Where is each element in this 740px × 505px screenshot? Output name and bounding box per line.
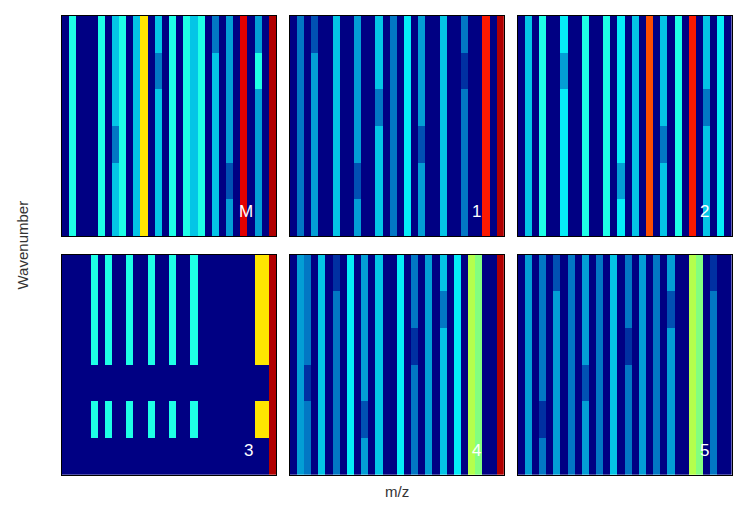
svg-text:m/z: m/z	[385, 483, 409, 500]
svg-text:4: 4	[472, 441, 481, 460]
svg-text:5: 5	[700, 441, 709, 460]
svg-text:3: 3	[244, 441, 253, 460]
svg-text:Wavenumber: Wavenumber	[14, 201, 31, 290]
svg-text:1: 1	[472, 202, 481, 221]
svg-text:M: M	[239, 202, 253, 221]
svg-text:2: 2	[700, 202, 709, 221]
